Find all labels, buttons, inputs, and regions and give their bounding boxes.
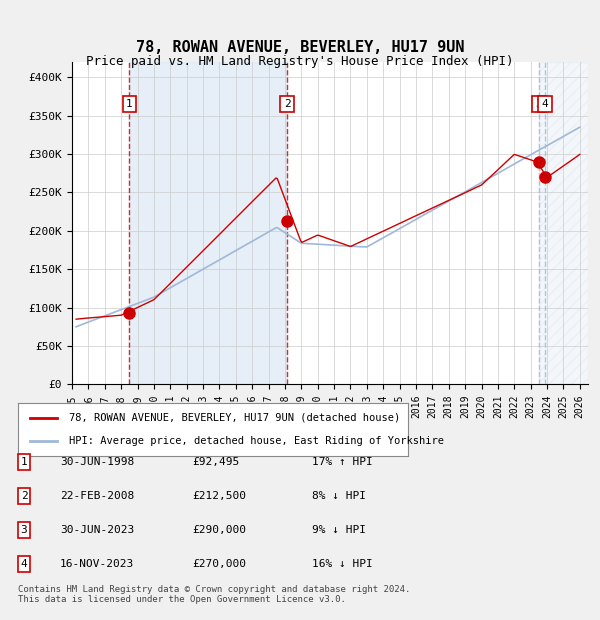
Bar [539,62,588,384]
Text: 1: 1 [126,99,133,109]
Text: Contains HM Land Registry data © Crown copyright and database right 2024.
This d: Contains HM Land Registry data © Crown c… [18,585,410,604]
Text: 3: 3 [535,99,542,109]
Text: 22-FEB-2008: 22-FEB-2008 [60,491,134,501]
Bar [539,62,588,384]
Text: £212,500: £212,500 [192,491,246,501]
Text: 8% ↓ HPI: 8% ↓ HPI [312,491,366,501]
Text: 78, ROWAN AVENUE, BEVERLEY, HU17 9UN (detached house): 78, ROWAN AVENUE, BEVERLEY, HU17 9UN (de… [69,413,400,423]
Bar [130,62,287,384]
Text: 1: 1 [20,457,28,467]
Text: 78, ROWAN AVENUE, BEVERLEY, HU17 9UN: 78, ROWAN AVENUE, BEVERLEY, HU17 9UN [136,40,464,55]
Text: 30-JUN-1998: 30-JUN-1998 [60,457,134,467]
Text: 4: 4 [20,559,28,569]
Text: £92,495: £92,495 [192,457,239,467]
Bar [539,62,588,384]
Text: Price paid vs. HM Land Registry's House Price Index (HPI): Price paid vs. HM Land Registry's House … [86,55,514,68]
Text: 4: 4 [542,99,548,109]
Text: 2: 2 [284,99,290,109]
Text: 16% ↓ HPI: 16% ↓ HPI [312,559,373,569]
Text: 16-NOV-2023: 16-NOV-2023 [60,559,134,569]
Text: HPI: Average price, detached house, East Riding of Yorkshire: HPI: Average price, detached house, East… [69,436,444,446]
Text: 17% ↑ HPI: 17% ↑ HPI [312,457,373,467]
Text: £270,000: £270,000 [192,559,246,569]
Text: 9% ↓ HPI: 9% ↓ HPI [312,525,366,535]
Text: 3: 3 [20,525,28,535]
Text: £290,000: £290,000 [192,525,246,535]
Text: 2: 2 [20,491,28,501]
Text: 30-JUN-2023: 30-JUN-2023 [60,525,134,535]
